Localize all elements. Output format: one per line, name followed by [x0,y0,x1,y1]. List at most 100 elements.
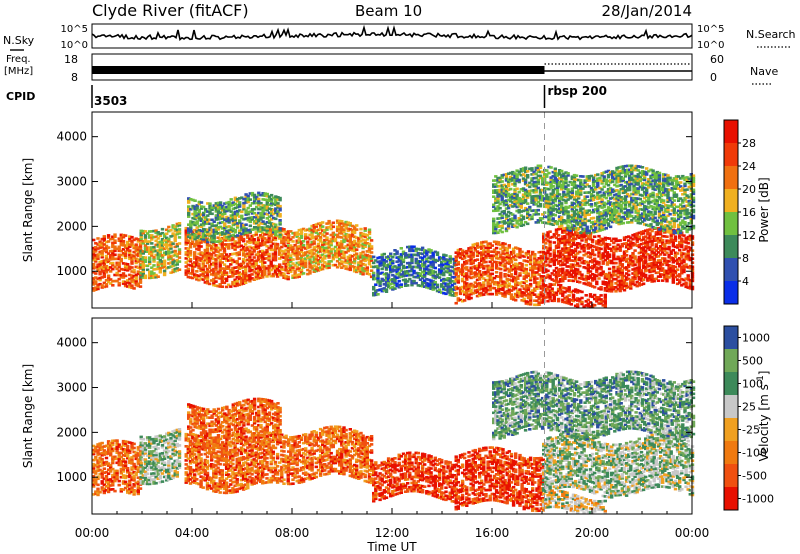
data-cell [280,271,284,275]
data-cell [542,275,546,278]
data-cell [533,303,537,307]
data-cell [273,264,278,268]
data-cell [141,272,145,275]
data-cell [248,210,252,213]
data-cell [119,259,123,263]
data-cell [511,183,515,186]
data-cell [627,263,631,267]
data-cell [492,203,496,207]
data-cell [526,300,531,304]
data-cell [207,254,212,257]
data-cell [216,201,221,205]
data-cell [517,190,521,194]
data-cell [212,243,216,247]
data-cell [289,258,293,261]
data-cell [238,231,242,234]
data-cell [578,297,582,301]
data-cell [278,271,282,275]
data-cell [250,238,254,242]
data-cell [386,279,391,283]
data-cell [227,200,231,204]
data-cell [282,236,286,239]
data-cell [505,261,509,265]
data-cell [465,260,469,263]
data-cell [255,201,259,205]
data-cell [216,270,220,274]
data-cell [344,259,348,262]
data-cell [520,295,524,298]
data-cell [201,213,206,217]
data-cell [261,271,265,275]
data-cell [242,205,246,209]
data-cell [359,260,363,263]
data-cell [141,252,145,255]
data-cell [92,258,96,262]
data-cell [548,240,552,244]
data-cell [184,261,188,264]
data-cell [622,258,627,262]
data-cell [102,239,106,242]
data-cell [599,255,603,259]
data-cell [310,261,314,264]
data-cell [590,238,595,242]
data-cell [490,254,494,257]
data-cell [656,267,661,270]
data-cell [224,277,229,281]
data-cell [492,286,497,290]
data-cell [505,277,509,281]
data-cell [548,252,552,256]
data-cell [254,275,258,279]
data-cell [289,248,293,251]
data-cell [214,262,218,265]
data-cell [665,247,669,251]
data-cell [552,269,556,272]
data-cell [271,274,275,278]
data-cell [231,203,235,206]
data-cell [201,205,206,209]
data-cell [442,291,446,295]
data-cell [204,208,208,211]
data-cell [308,237,312,241]
data-cell [513,182,517,185]
data-cell [244,275,248,278]
data-cell [498,217,502,220]
data-cell [195,243,199,247]
data-cell [291,246,295,249]
data-cell [154,267,158,271]
data-cell [537,265,541,268]
data-cell [576,233,580,237]
data-cell [622,254,627,258]
data-cell [631,272,635,275]
data-cell [675,278,680,281]
data-cell [427,264,431,268]
data-cell [384,284,389,287]
data-cell [522,277,526,280]
data-cell [435,285,440,289]
data-cell [240,222,244,226]
data-cell [276,204,280,207]
data-cell [308,229,312,233]
data-cell [456,277,460,280]
data-cell [533,275,537,278]
data-cell [467,295,471,299]
data-cell [650,266,654,269]
data-cell [595,282,599,286]
data-cell [265,198,269,202]
data-cell [187,207,191,210]
data-cell [384,266,389,269]
data-cell [509,257,514,260]
data-cell [567,271,571,274]
data-cell [152,276,156,279]
data-cell [688,234,692,238]
data-cell [542,232,546,236]
data-cell [359,264,363,267]
data-cell [374,293,378,297]
data-cell [195,214,199,217]
data-cell [222,269,227,272]
data-cell [263,204,267,207]
data-cell [541,296,545,300]
data-cell [361,242,365,246]
data-cell [119,243,123,247]
data-cell [229,257,233,260]
data-cell [686,256,690,259]
